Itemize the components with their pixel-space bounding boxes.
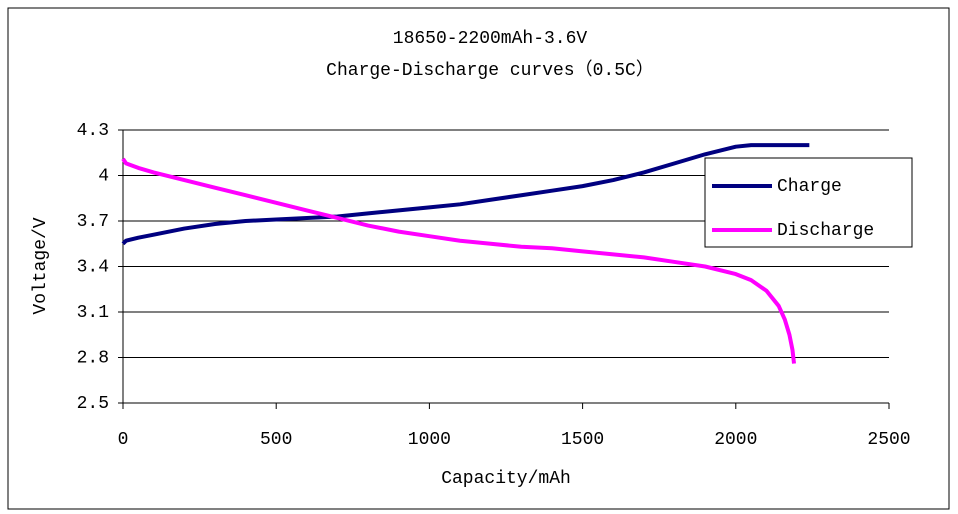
y-tick-label: 3.4 [77,257,109,277]
y-tick-label: 2.5 [77,394,109,414]
data-line [121,143,810,246]
legend-box [704,157,913,248]
y-tick-label: 2.8 [77,348,109,368]
x-axis-label: Capacity/mAh [441,469,571,489]
y-tick-label: 3.7 [77,212,109,232]
x-tick-label: 0 [118,430,129,450]
y-tick-label: 4 [98,166,109,186]
x-tick-label: 1000 [408,430,451,450]
x-tick-label: 1500 [561,430,604,450]
chart-subtitle: Charge-Discharge curves（0.5C） [326,59,654,81]
x-tick-label: 2000 [714,430,757,450]
y-tick-label: 3.1 [77,303,109,323]
x-tick-label: 500 [260,430,292,450]
y-tick-label: 4.3 [77,121,109,141]
data-line [121,157,797,364]
chart-frame [7,7,950,510]
y-axis-label: Voltage/V [31,217,51,314]
legend-label: Charge [777,177,842,197]
x-tick-label: 2500 [867,430,910,450]
chart-title: 18650-2200mAh-3.6V [393,29,588,49]
legend-label: Discharge [777,221,874,241]
